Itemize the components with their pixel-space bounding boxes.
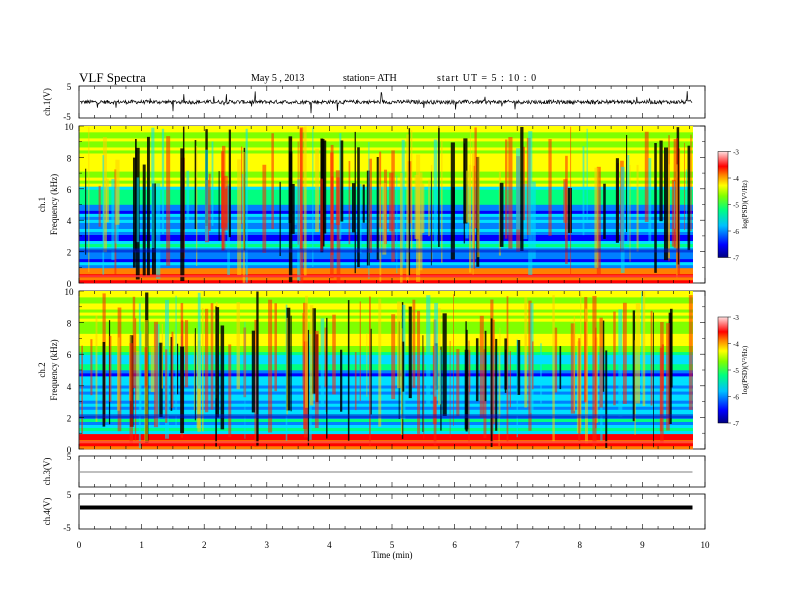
ch2-spectrogram-ytick-4: 4 — [67, 382, 72, 392]
ch2-spectrogram-ytick-0: 0 — [67, 445, 72, 455]
ch1-ytick-minus5: -5 — [63, 112, 71, 122]
date-label: May 5 , 2013 — [251, 73, 305, 84]
x-tick-label-3: 3 — [265, 540, 270, 550]
ch1-spectrogram-ylabel-frequency: Frequency (kHz) — [49, 174, 59, 235]
ch2-spectrogram-ytick-2: 2 — [67, 413, 72, 423]
ch1-spectrogram-ytick-8: 8 — [67, 153, 72, 163]
ch2-spectrogram-ytick-10: 10 — [65, 287, 75, 297]
ch1-waveform-line — [79, 91, 693, 114]
x-tick-label-1: 1 — [139, 540, 144, 550]
ch4-waveform-frame — [78, 493, 706, 530]
ch1-spectrogram-colorbar: -3 -4 -5 -6 -7 log(PSD)(V²/Hz) — [717, 149, 749, 263]
ch1-waveform-xticks — [78, 86, 706, 118]
ch3-ytick-5: 5 — [67, 452, 72, 462]
ch2-spectrogram-heatmap — [79, 291, 693, 450]
ch1-spectrogram-cbar-tick: -3 — [733, 149, 739, 157]
page-title: VLF Spectra — [79, 70, 146, 85]
ch2-spectrogram-colorbar: -3 -4 -5 -6 -7 log(PSD)(V²/Hz) — [717, 314, 749, 428]
ch1-spectrogram-ytick-10: 10 — [65, 122, 75, 132]
ch1-spectrogram-ytick-2: 2 — [67, 248, 72, 258]
x-axis-label: Time (min) — [372, 550, 413, 560]
x-tick-label-6: 6 — [452, 540, 457, 550]
ch2-spectrogram-cbar-tick: -7 — [733, 420, 739, 428]
ch1-spectrogram-cbar-tick: -4 — [733, 175, 739, 183]
ch1-spectrogram-cbar-label: log(PSD)(V²/Hz) — [741, 180, 749, 229]
x-tick-label-7: 7 — [515, 540, 520, 550]
x-tick-label-8: 8 — [578, 540, 583, 550]
ch1-spectrogram-yticks: 0 2 4 6 8 10 — [65, 122, 705, 289]
ch4-ylabel: ch.4(V) — [42, 498, 52, 526]
ch1-spectrogram-heatmap — [79, 126, 693, 284]
ch1-spectrogram-ytick-4: 4 — [67, 216, 72, 226]
ch2-spectrogram-ylabel-frequency: Frequency (kHz) — [49, 339, 59, 400]
ch1-spectrogram-cbar-tick: -6 — [733, 228, 739, 236]
ch3-waveform-xticks — [78, 456, 706, 487]
ch2-spectrogram-cbar-tick: -3 — [733, 314, 739, 322]
ch2-spectrogram-cbar-tick: -6 — [733, 394, 739, 402]
ch1-spectrogram-ytick-6: 6 — [67, 185, 72, 195]
x-tick-label-0: 0 — [77, 540, 82, 550]
ch2-spectrogram-yticks: 0 2 4 6 8 10 — [65, 287, 705, 455]
ch2-spectrogram-cbar-label: log(PSD)(V²/Hz) — [741, 345, 749, 394]
x-tick-label-10: 10 — [701, 540, 711, 550]
ch1-spectrogram-cbar-tick: -5 — [733, 202, 739, 210]
ch4-waveform-line — [80, 505, 693, 510]
x-tick-label-9: 9 — [640, 540, 645, 550]
station-label: station= ATH — [343, 73, 397, 84]
ch2-spectrogram-cbar-tick: -4 — [733, 341, 739, 349]
ch4-ytick-5: 5 — [67, 490, 72, 500]
ch1-spectrogram-ylabel-channel: ch.1 — [37, 197, 47, 212]
x-tick-label-4: 4 — [327, 540, 332, 550]
ch2-spectrogram-ytick-6: 6 — [67, 350, 72, 360]
x-tick-label-5: 5 — [390, 540, 395, 550]
ch2-spectrogram-ylabel-channel: ch.2 — [37, 362, 47, 377]
ch1-spectrogram-ytick-0: 0 — [67, 279, 72, 289]
ch2-spectrogram-xticks — [78, 291, 706, 449]
start-time-label: start UT = 5 : 10 : 0 — [437, 73, 538, 84]
x-axis: 0 1 2 3 4 5 6 7 8 9 10 Time (min) — [77, 540, 710, 560]
ch1-ylabel: ch.1(V) — [42, 88, 52, 116]
ch1-spectrogram-cbar-tick: -7 — [733, 255, 739, 263]
ch1-ytick-5: 5 — [67, 82, 72, 92]
ch4-waveform-xticks — [78, 494, 706, 529]
ch2-spectrogram-ytick-8: 8 — [67, 319, 72, 329]
ch2-spectrogram-cbar-tick: -5 — [733, 367, 739, 375]
x-tick-label-2: 2 — [202, 540, 207, 550]
ch4-ytick-minus5: -5 — [63, 523, 71, 533]
ch3-ylabel: ch.3(V) — [42, 458, 52, 486]
ch1-spectrogram-xticks — [78, 126, 706, 283]
